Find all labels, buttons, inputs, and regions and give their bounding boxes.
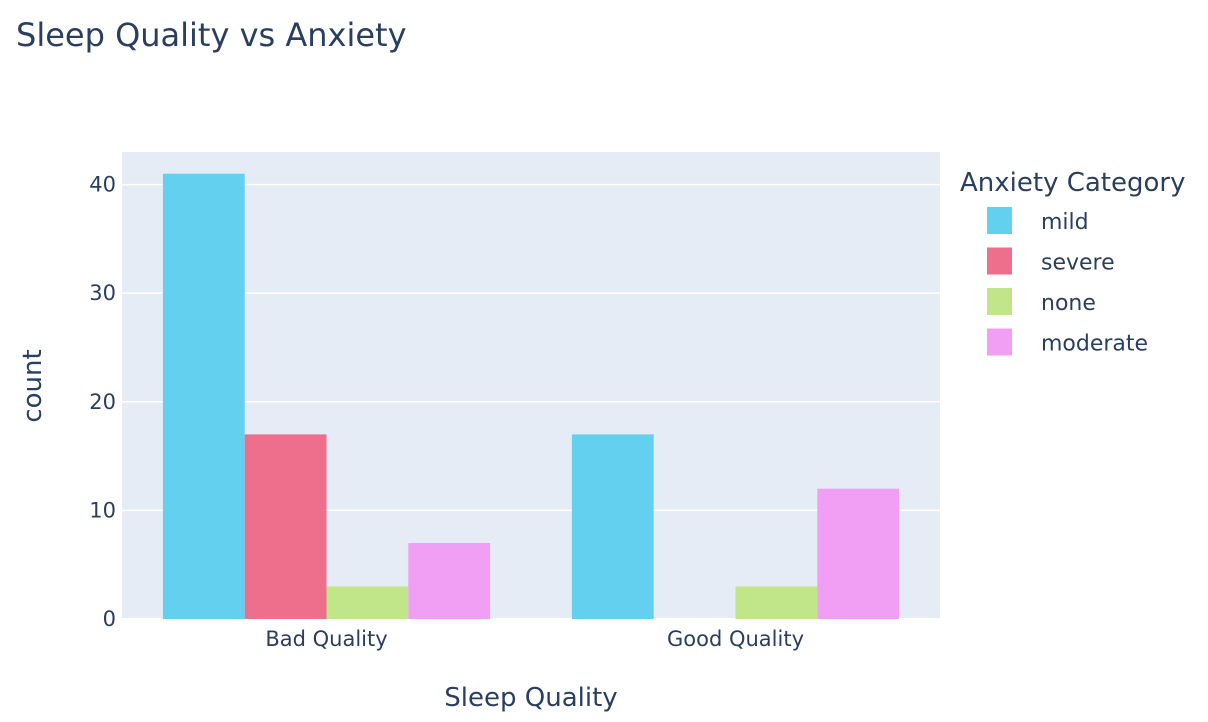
legend: Anxiety Category mild severe none moderate [960,168,1185,357]
bar-none-good-quality [735,586,818,619]
y-axis-title: count [18,349,48,422]
legend-items: mild severe none moderate [987,207,1148,357]
bars [162,173,900,619]
bar-moderate-good-quality [817,488,900,619]
bar-mild-good-quality [571,434,654,619]
y-tick-label: 10 [89,498,116,522]
x-axis-title: Sleep Quality [444,683,617,713]
legend-label-severe[interactable]: severe [1041,251,1115,276]
axis-ticks: 0 10 20 30 40 Bad Quality Good Quality [89,173,804,651]
bar-mild-bad-quality [162,173,245,619]
legend-swatch-none[interactable] [987,288,1012,315]
y-tick-label: 40 [89,173,116,197]
bar-none-bad-quality [326,586,409,619]
chart-title: Sleep Quality vs Anxiety [16,16,407,54]
legend-swatch-moderate[interactable] [987,328,1012,356]
x-tick-label: Good Quality [667,627,804,651]
legend-label-moderate[interactable]: moderate [1041,332,1148,357]
y-tick-label: 20 [89,390,116,414]
x-tick-label: Bad Quality [265,627,387,651]
legend-swatch-severe[interactable] [987,247,1012,275]
bar-severe-bad-quality [244,434,327,619]
bar-moderate-bad-quality [408,542,491,619]
legend-swatch-mild[interactable] [987,207,1012,234]
y-tick-label: 30 [89,281,116,305]
legend-title: Anxiety Category [960,168,1185,198]
legend-label-mild[interactable]: mild [1041,210,1089,235]
y-tick-label: 0 [103,607,116,631]
legend-label-none[interactable]: none [1041,291,1096,316]
